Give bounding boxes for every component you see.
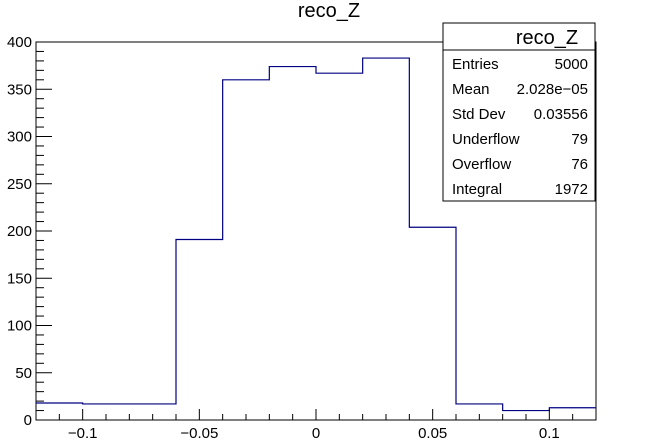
stats-value: 76 bbox=[571, 156, 588, 173]
stats-value: 1972 bbox=[555, 181, 588, 198]
y-tick-label: 150 bbox=[7, 270, 32, 287]
x-axis: −0.1 −0.05 0 0.05 0.1 bbox=[35, 409, 597, 442]
stats-label: Overflow bbox=[452, 156, 511, 173]
x-tick-label: −0.1 bbox=[68, 425, 98, 442]
y-tick-label: 350 bbox=[7, 81, 32, 98]
stats-box: reco_Z Entries 5000 Mean 2.028e−05 Std Dev 0.… bbox=[442, 22, 596, 202]
y-tick-label: 200 bbox=[7, 223, 32, 240]
y-tick-label: 250 bbox=[7, 176, 32, 193]
y-tick-label: 100 bbox=[7, 318, 32, 335]
stats-box-frame bbox=[442, 22, 596, 202]
histogram-bin bbox=[316, 73, 363, 420]
stats-rows: Entries 5000 Mean 2.028e−05 Std Dev 0.03556 Un… bbox=[452, 56, 588, 198]
chart-title: reco_Z bbox=[298, 0, 360, 22]
stats-label: Entries bbox=[452, 56, 499, 73]
stats-label: Std Dev bbox=[452, 106, 506, 123]
x-tick-label: 0.05 bbox=[418, 425, 447, 442]
stats-label: Integral bbox=[452, 181, 502, 198]
histogram-bin bbox=[409, 227, 456, 420]
stats-label: Underflow bbox=[452, 131, 520, 148]
histogram-bin bbox=[223, 80, 270, 420]
y-tick-label: 0 bbox=[24, 412, 32, 429]
y-tick-label: 50 bbox=[15, 365, 32, 382]
histogram-series bbox=[36, 57, 596, 412]
x-tick-label: −0.05 bbox=[180, 425, 218, 442]
stats-value: 2.028e−05 bbox=[517, 81, 588, 98]
x-tick-label: 0 bbox=[312, 425, 320, 442]
stats-box-title: reco_Z bbox=[516, 27, 578, 49]
y-tick-label: 400 bbox=[7, 34, 32, 51]
stats-value: 0.03556 bbox=[534, 106, 588, 123]
stats-value: 5000 bbox=[555, 56, 588, 73]
y-tick-label: 300 bbox=[7, 129, 32, 146]
histogram-bin bbox=[176, 240, 223, 420]
stats-value: 79 bbox=[571, 131, 588, 148]
stats-label: Mean bbox=[452, 81, 490, 98]
histogram-bin bbox=[363, 58, 410, 420]
x-tick-label: 0.1 bbox=[539, 425, 560, 442]
y-axis: 0 50 100 150 200 250 300 350 400 bbox=[7, 34, 52, 429]
histogram-bin bbox=[269, 67, 316, 420]
